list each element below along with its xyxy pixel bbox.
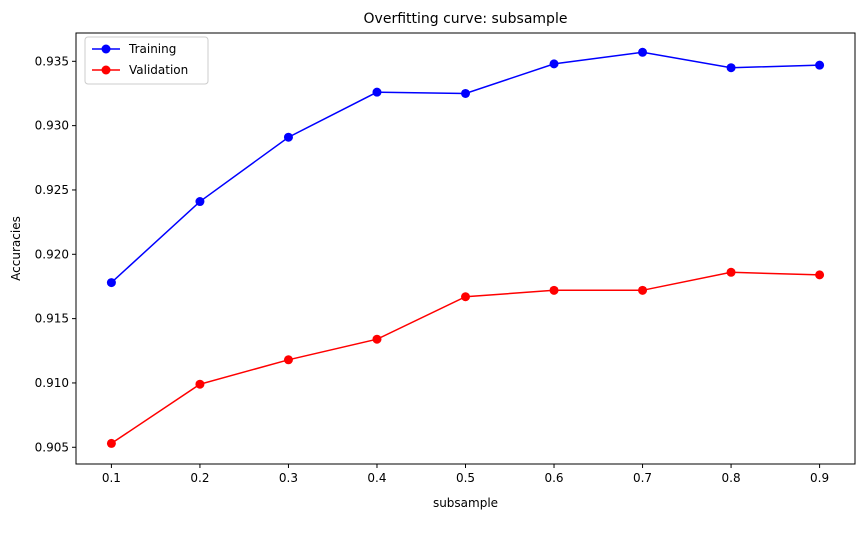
- training-series-line: [110, 51, 820, 284]
- x-tick-label: 0.1: [102, 471, 121, 485]
- training-data-point: [549, 59, 559, 69]
- training-data-point: [283, 132, 293, 142]
- x-tick-label: 0.6: [544, 471, 563, 485]
- x-tick-label: 0.7: [633, 471, 652, 485]
- validation-data-point: [549, 285, 559, 295]
- y-tick-label: 0.910: [35, 376, 69, 390]
- x-axis: 0.1 0.2 0.3 0.4 0.5 0.6 0.7 0.8 0.9: [102, 464, 829, 485]
- y-tick-label: 0.905: [35, 440, 69, 454]
- y-tick-label: 0.920: [35, 247, 69, 261]
- validation-data-point: [726, 267, 736, 277]
- x-tick-label: 0.9: [810, 471, 829, 485]
- validation-data-point: [461, 292, 470, 302]
- x-tick-label: 0.8: [722, 471, 741, 485]
- training-data-point: [726, 63, 736, 73]
- plot-area: [106, 47, 825, 448]
- legend-validation-marker: [101, 65, 111, 75]
- validation-data-point: [372, 334, 382, 344]
- validation-data-point: [106, 438, 116, 448]
- x-tick-label: 0.4: [367, 471, 386, 485]
- y-axis: 0.905 0.910 0.915 0.920 0.925 0.930 0.935: [35, 54, 76, 454]
- x-tick-label: 0.5: [456, 471, 475, 485]
- validation-data-point: [283, 355, 293, 365]
- y-tick-label: 0.925: [35, 183, 69, 197]
- training-data-point: [106, 278, 116, 288]
- legend-training-label: Training: [128, 42, 176, 56]
- training-data-point: [815, 60, 825, 70]
- training-data-point: [461, 88, 470, 98]
- y-tick-label: 0.930: [35, 119, 69, 133]
- x-tick-label: 0.2: [190, 471, 209, 485]
- training-data-point: [372, 87, 382, 97]
- legend: Training Validation: [84, 36, 209, 85]
- x-axis-label: subsample: [433, 496, 498, 510]
- validation-data-point: [815, 270, 825, 280]
- validation-data-point: [638, 285, 648, 295]
- legend-validation-label: Validation: [129, 63, 188, 77]
- x-tick-label: 0.3: [279, 471, 298, 485]
- chart-title: Overfitting curve: subsample: [364, 11, 568, 27]
- training-data-point: [638, 47, 648, 57]
- validation-data-point: [195, 379, 205, 389]
- legend-training-marker: [101, 44, 111, 54]
- y-tick-label: 0.935: [35, 54, 69, 68]
- training-data-point: [195, 197, 205, 207]
- y-tick-label: 0.915: [35, 312, 69, 326]
- y-axis-label: Accuracies: [9, 216, 23, 281]
